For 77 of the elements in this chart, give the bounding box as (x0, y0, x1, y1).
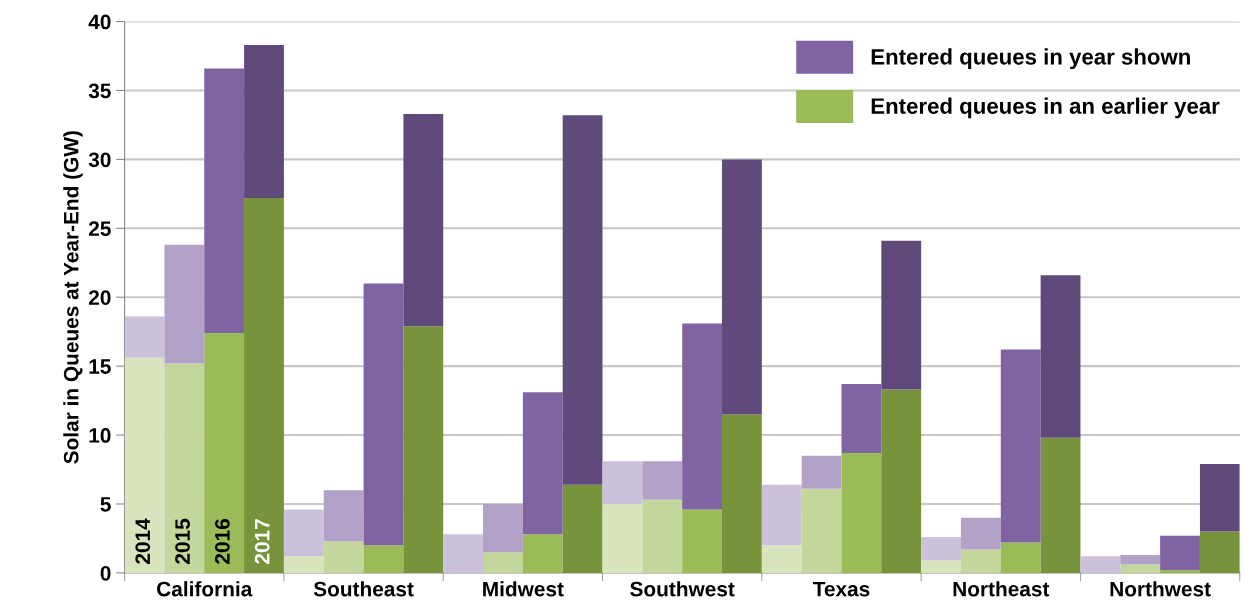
bar (722, 159, 762, 415)
bar (283, 556, 324, 573)
bar (1000, 542, 1041, 573)
bar (244, 44, 284, 198)
bar (761, 545, 802, 573)
x-tick-label: 2017 (254, 519, 270, 564)
bar (1120, 554, 1161, 565)
bar (1199, 463, 1240, 532)
y-tick-label: 40 (88, 14, 111, 30)
bar (124, 316, 165, 358)
y-axis-title: Solar in Queues at Year-End (GW) (63, 131, 83, 464)
bar (204, 68, 245, 334)
bar (244, 197, 284, 573)
bar (483, 552, 523, 573)
y-tick-label: 35 (88, 83, 111, 99)
text: California (157, 581, 253, 597)
bar (801, 455, 842, 489)
bar (363, 283, 404, 546)
bar (1160, 570, 1200, 573)
bar (1199, 531, 1240, 573)
text: Southeast (313, 581, 414, 597)
bar (960, 517, 1001, 550)
bar (642, 499, 683, 573)
bar (921, 537, 961, 561)
y-tick-label: 20 (88, 290, 111, 305)
bar (1120, 564, 1161, 573)
bar (323, 541, 364, 573)
bar (403, 113, 444, 327)
bar (283, 509, 324, 557)
x-tick-label: 2015 (175, 518, 190, 564)
bar (363, 545, 404, 573)
bar (1000, 349, 1041, 543)
bar (164, 363, 205, 573)
bar (602, 503, 643, 573)
text: Texas (812, 581, 870, 597)
y-tick-label: 30 (88, 152, 111, 168)
bar (682, 509, 723, 573)
bar (881, 389, 922, 573)
bar (323, 490, 364, 542)
bar (682, 323, 723, 510)
bar (522, 534, 563, 573)
y-tick-label: 5 (100, 497, 111, 512)
bar (841, 452, 882, 573)
bar (1040, 275, 1081, 438)
bar (1080, 556, 1121, 573)
text: Southwest (630, 581, 735, 597)
text: Midwest (483, 581, 564, 597)
bar (562, 115, 603, 485)
bar (602, 461, 643, 504)
bar (642, 461, 683, 500)
bar (761, 484, 802, 546)
bar (1160, 535, 1200, 571)
legend-label: Entered queues in an earlier year (871, 97, 1220, 119)
bar (443, 534, 484, 573)
bar (1040, 437, 1081, 573)
bar (483, 503, 523, 553)
y-tick-label: 0 (100, 565, 111, 581)
bar (881, 240, 922, 390)
bar (960, 549, 1001, 573)
bar (921, 560, 961, 573)
bar (722, 414, 762, 573)
x-tick-label: 2016 (215, 519, 230, 564)
bar (164, 244, 205, 364)
y-tick-label: 15 (89, 359, 111, 374)
legend-label: Entered queues in year shown (871, 48, 1190, 70)
x-tick-label: 2014 (135, 518, 151, 564)
y-tick-label: 10 (89, 428, 111, 443)
bar (801, 488, 842, 573)
text: Northwest (1110, 581, 1211, 597)
bar (124, 357, 165, 573)
y-tick-label: 25 (88, 221, 111, 237)
text: Northeast (953, 581, 1050, 597)
bar (562, 484, 603, 573)
bar (841, 384, 882, 453)
bar (403, 326, 444, 573)
bar (204, 333, 245, 573)
bar (522, 392, 563, 535)
